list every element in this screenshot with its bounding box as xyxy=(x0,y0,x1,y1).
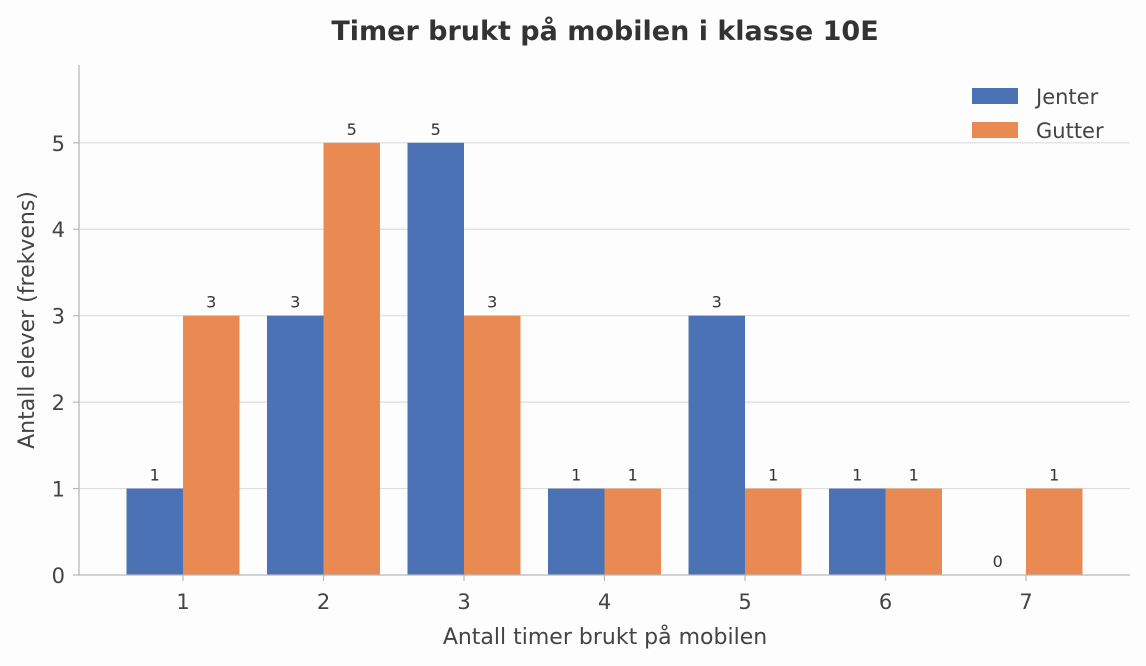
grid-lines xyxy=(79,142,1130,490)
bar-gutter xyxy=(183,315,240,575)
bar-value-label: 1 xyxy=(768,466,778,485)
y-axis-label: Antall elever (frekvens) xyxy=(15,191,40,449)
x-tick-label: 6 xyxy=(879,590,892,614)
bar-value-label: 1 xyxy=(150,466,160,485)
bar-value-label: 5 xyxy=(347,120,357,139)
legend-label-gutter: Gutter xyxy=(1036,119,1104,143)
y-tick-label: 2 xyxy=(52,391,65,415)
x-tick-label: 4 xyxy=(598,590,611,614)
bar-value-label: 3 xyxy=(290,293,300,312)
bar-value-labels: 1 3 3 5 5 3 1 1 3 1 1 1 0 1 xyxy=(150,120,1060,571)
bar-gutter xyxy=(1026,488,1083,575)
bar-value-label: 1 xyxy=(571,466,581,485)
x-tick-label: 5 xyxy=(738,590,751,614)
bar-gutter xyxy=(604,488,661,575)
bar-value-label: 5 xyxy=(431,120,441,139)
bar-gutter xyxy=(464,315,521,575)
y-tick-label: 4 xyxy=(52,218,65,242)
bar-value-label: 3 xyxy=(712,293,722,312)
x-axis-ticks: 1 2 3 4 5 6 7 xyxy=(176,575,1033,614)
bar-value-label: 1 xyxy=(909,466,919,485)
legend-label-jenter: Jenter xyxy=(1034,85,1099,109)
x-tick-label: 1 xyxy=(176,590,189,614)
y-tick-label: 3 xyxy=(52,305,65,329)
y-tick-label: 5 xyxy=(52,132,65,156)
x-axis-label: Antall timer brukt på mobilen xyxy=(443,624,767,650)
bar-gutter xyxy=(323,142,380,575)
bar-value-label: 1 xyxy=(1049,466,1059,485)
bar-value-label: 1 xyxy=(852,466,862,485)
y-tick-label: 1 xyxy=(52,478,65,502)
bar-jenter xyxy=(126,488,183,575)
x-tick-label: 2 xyxy=(317,590,330,614)
bar-gutter xyxy=(745,488,802,575)
bar-jenter xyxy=(829,488,886,575)
bars xyxy=(126,142,1083,575)
y-axis-ticks: 0 1 2 3 4 5 xyxy=(52,132,79,588)
legend-swatch-gutter xyxy=(972,122,1018,138)
bar-value-label: 0 xyxy=(993,552,1003,571)
bar-jenter xyxy=(548,488,605,575)
chart-title: Timer brukt på mobilen i klasse 10E xyxy=(331,15,878,47)
legend-swatch-jenter xyxy=(972,88,1018,104)
bar-jenter xyxy=(688,315,745,575)
bar-jenter xyxy=(407,142,464,575)
y-tick-label: 0 xyxy=(52,564,65,588)
bar-value-label: 3 xyxy=(206,293,216,312)
bar-value-label: 1 xyxy=(628,466,638,485)
legend: Jenter Gutter xyxy=(972,85,1104,143)
bar-jenter xyxy=(267,315,324,575)
bar-value-label: 3 xyxy=(487,293,497,312)
x-tick-label: 7 xyxy=(1019,590,1032,614)
x-tick-label: 3 xyxy=(457,590,470,614)
bar-gutter xyxy=(885,488,942,575)
